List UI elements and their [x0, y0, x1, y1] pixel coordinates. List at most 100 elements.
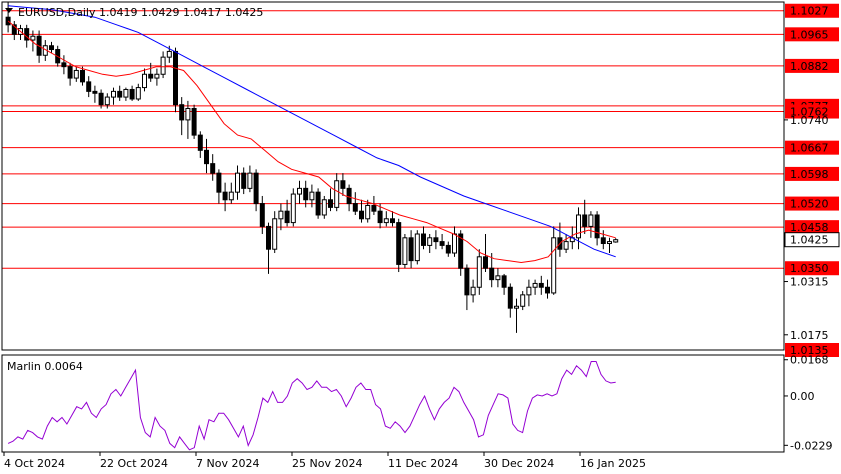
- candle-down: [266, 225, 271, 250]
- candle-down: [92, 90, 98, 94]
- header: EURUSD,Daily 1.0419 1.0429 1.0417 1.0425: [5, 6, 263, 19]
- candle-down: [61, 62, 67, 68]
- level-price-label: 1.0520: [790, 198, 829, 211]
- candle-down: [538, 282, 544, 288]
- x-tick-label: 7 Nov 2024: [196, 457, 259, 470]
- current-price-tag: [784, 232, 840, 248]
- candle-down: [600, 237, 606, 245]
- candle-up: [414, 233, 420, 262]
- candle-up: [526, 286, 532, 296]
- x-tick-label: 4 Oct 2024: [4, 457, 65, 470]
- level-price-tag: [785, 3, 839, 18]
- candle-down: [117, 90, 123, 98]
- candle-up: [123, 88, 129, 98]
- current-price-label: 1.0425: [790, 234, 829, 247]
- candle-down: [458, 233, 464, 269]
- candle-up: [520, 294, 526, 307]
- candle-down: [67, 66, 73, 79]
- level-price-tag: [785, 196, 839, 211]
- candle-down: [253, 172, 259, 205]
- candle-down: [359, 210, 364, 220]
- candle-down: [210, 163, 216, 174]
- candle-down: [173, 50, 178, 106]
- candle-up: [402, 237, 408, 265]
- candle-up: [383, 218, 389, 224]
- level-price-tag: [785, 140, 839, 155]
- candle-down: [204, 149, 209, 165]
- candle-up: [154, 73, 160, 79]
- candle-down: [191, 107, 197, 136]
- y-tick-label: 1.0175: [790, 329, 829, 342]
- level-price-label: 1.0882: [790, 60, 829, 73]
- level-price-label: 1.0667: [790, 142, 829, 155]
- candle-down: [408, 237, 414, 262]
- indicator-header: Marlin 0.0064: [7, 360, 83, 373]
- candle-up: [30, 35, 36, 41]
- candle-up: [476, 256, 482, 288]
- candle-down: [98, 92, 104, 106]
- level-price-tag: [785, 261, 839, 276]
- level-price-label: 1.0965: [790, 28, 829, 41]
- candle-up: [142, 73, 147, 89]
- candle-down: [445, 244, 451, 254]
- x-tick-label: 30 Dec 2024: [484, 457, 554, 470]
- candle-up: [297, 187, 302, 195]
- candle-up: [247, 172, 253, 189]
- candle-up: [278, 210, 284, 220]
- osc-y-tick-label: -0.0229: [790, 439, 832, 452]
- candle-up: [452, 233, 457, 254]
- candle-up: [365, 204, 371, 220]
- candle-up: [427, 237, 433, 246]
- candle-down: [464, 267, 470, 296]
- x-tick-label: 16 Jan 2025: [580, 457, 646, 470]
- candle-down: [49, 45, 54, 51]
- level-price-label: 1.1027: [790, 5, 829, 18]
- candle-up: [111, 90, 116, 98]
- oscillator-line: [7, 361, 616, 451]
- candle-up: [104, 96, 110, 106]
- candle-up: [185, 107, 191, 121]
- candle-down: [197, 134, 203, 151]
- indicator-frame: [1, 354, 785, 453]
- collapse-triangle-icon[interactable]: [5, 8, 13, 13]
- level-price-label: 1.0598: [790, 168, 829, 181]
- osc-y-tick-label: 0.00: [790, 390, 815, 403]
- level-price-label: 1.0350: [790, 262, 829, 275]
- x-tick-label: 25 Nov 2024: [292, 457, 362, 470]
- candle-down: [396, 222, 402, 265]
- candle-down: [80, 69, 85, 83]
- level-price-tag: [785, 220, 839, 235]
- candle-down: [11, 24, 17, 35]
- candle-down: [545, 286, 550, 294]
- candle-up: [334, 180, 340, 208]
- candle-down: [346, 187, 352, 205]
- candle-down: [594, 214, 600, 239]
- ma-slow-line: [8, 5, 616, 258]
- candle-down: [328, 199, 333, 208]
- level-price-label: 1.0762: [790, 106, 829, 119]
- level-price-tag: [785, 343, 839, 357]
- candle-up: [309, 191, 315, 201]
- candle-down: [222, 191, 228, 201]
- level-price-tag: [785, 104, 839, 119]
- candle-down: [421, 233, 426, 246]
- y-tick-label: 1.0740: [790, 114, 829, 127]
- candle-down: [501, 275, 507, 288]
- candle-down: [24, 28, 30, 41]
- level-price-tag: [785, 166, 839, 181]
- candle-up: [551, 237, 557, 294]
- candle-down: [284, 210, 290, 224]
- candle-down: [241, 172, 247, 189]
- candle-down: [483, 256, 488, 269]
- candle-up: [470, 286, 476, 296]
- level-price-label: 1.0458: [790, 221, 829, 234]
- indicator-plot[interactable]: [7, 361, 616, 451]
- candle-up: [514, 305, 519, 309]
- level-price-label: 1.0135: [790, 344, 829, 357]
- candle-down: [216, 172, 222, 193]
- candle-up: [235, 172, 240, 193]
- osc-y-tick-label: 0.0168: [790, 354, 829, 367]
- candle-up: [228, 191, 234, 201]
